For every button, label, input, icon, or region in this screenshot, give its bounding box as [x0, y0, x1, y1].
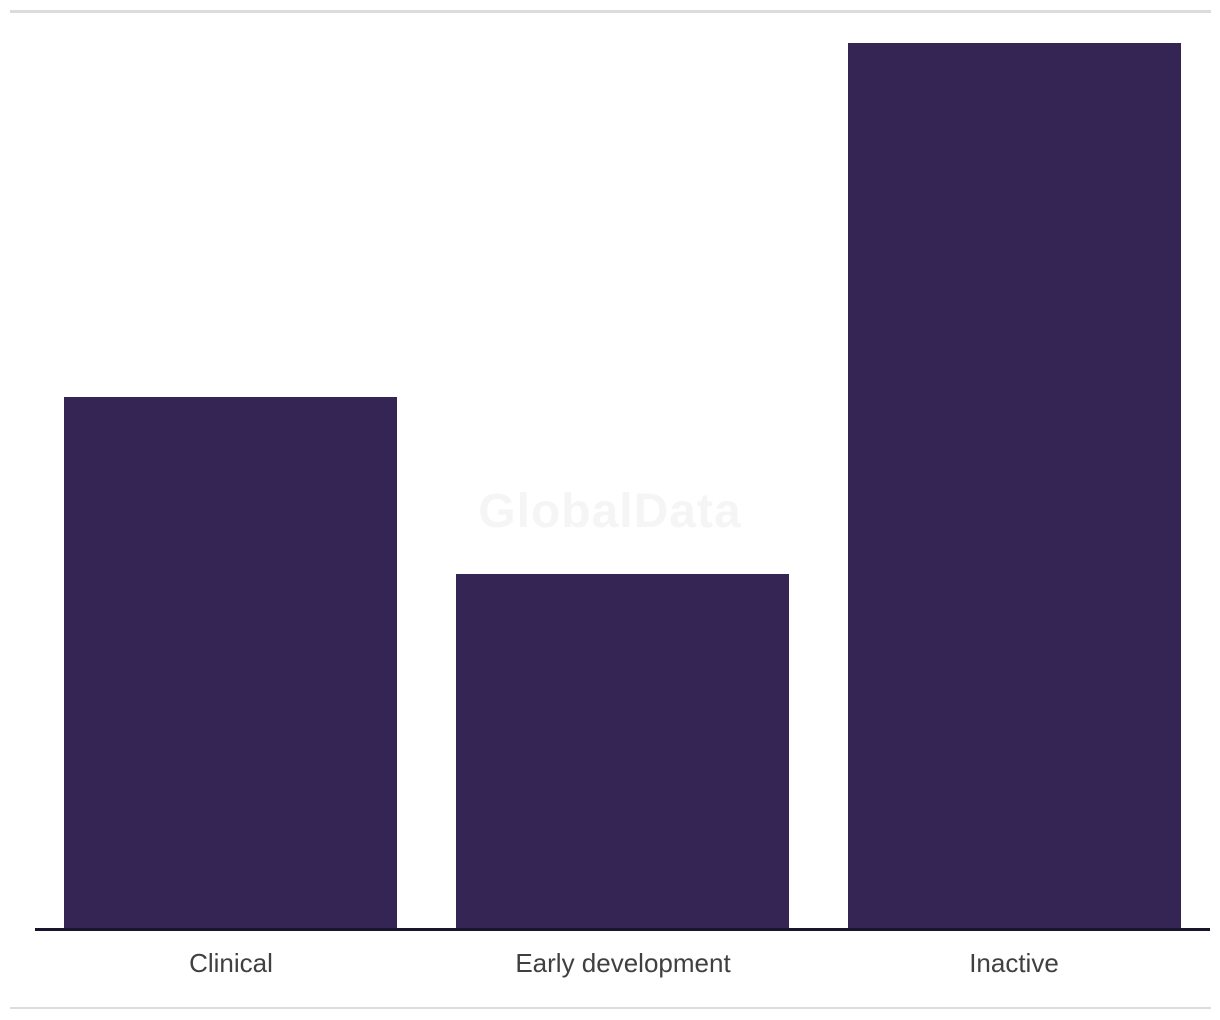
top-divider [10, 10, 1211, 13]
x-axis-label-inactive: Inactive [969, 948, 1059, 978]
x-axis-label-early-development: Early development [515, 948, 731, 978]
bar-inactive[interactable] [848, 43, 1181, 928]
x-axis-label-clinical: Clinical [189, 948, 273, 978]
x-axis-line [35, 928, 1210, 931]
bar-clinical[interactable] [64, 397, 397, 928]
bottom-divider [10, 1007, 1211, 1009]
bar-early-development[interactable] [456, 574, 789, 928]
